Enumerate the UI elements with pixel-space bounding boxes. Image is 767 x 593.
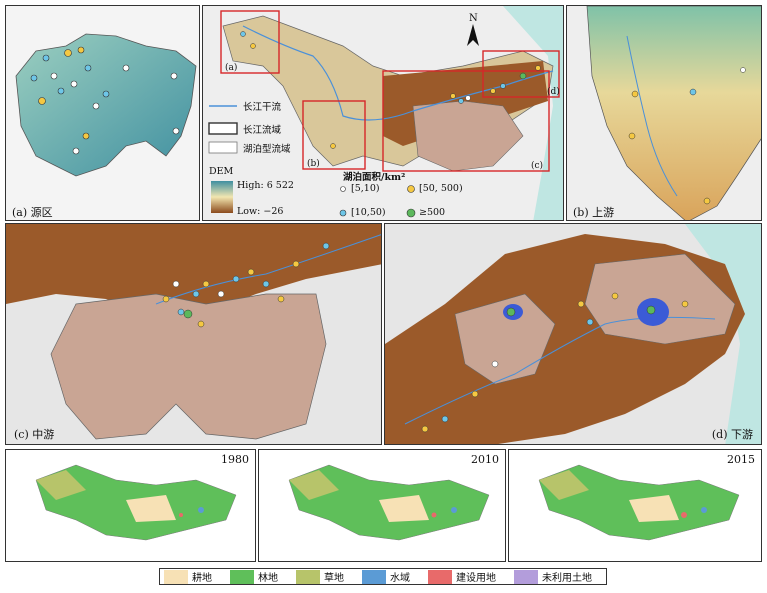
lake-markers [30,46,180,155]
legend-lake-basin: 湖泊型流域 [243,144,291,155]
forest-swatch [230,569,254,584]
builtup-swatch [428,569,452,584]
legend-basin: 长江流域 [243,125,282,136]
panel-overview: (a) (b) (c) (d) N 长江干流 长江流域 湖泊型流域 DEM Hi… [202,5,564,221]
lake-class-huge: ≥500 [419,207,446,218]
downstream-map [385,224,761,444]
inset-label-c: (c) [531,160,543,171]
landuse-legend: 耕地 林地 草地 水域 建设用地 未利用土地 [159,568,607,585]
lake-legend-title: 湖泊面积/km² [343,172,406,183]
lake-class-medium-marker [339,209,347,217]
legend-dem-title: DEM [209,166,234,177]
lake-basin-swatch [208,141,238,154]
unused-label: 未利用土地 [542,573,592,584]
cropland-swatch [164,569,188,584]
year-label-1980: 1980 [221,453,249,466]
source-region-map [6,6,199,220]
panel-source-region: (a) 源区 [5,5,200,221]
panel-midstream: (c) 中游 [5,223,382,445]
inset-label-a: (a) [225,62,237,73]
legend-dem-high: High: 6 522 [237,180,294,191]
panel-downstream: (d) 下游 [384,223,762,445]
landuse-map-2010: 2010 [258,449,506,562]
inset-label-d: (d) [547,86,560,97]
legend-forest: 林地 [226,569,292,584]
north-label: N [469,13,478,24]
lake-class-small-marker [340,186,346,192]
legend-builtup: 建设用地 [424,569,510,584]
builtup-label: 建设用地 [456,573,496,584]
panel-a-label: (a) 源区 [12,206,53,219]
legend-grassland: 草地 [292,569,358,584]
midstream-map [6,224,381,444]
dem-color-ramp [211,181,233,213]
legend-dem-low: Low: −26 [237,206,284,217]
inset-label-b: (b) [307,158,320,169]
grassland-swatch [296,569,320,584]
year-label-2010: 2010 [471,453,499,466]
grassland-label: 草地 [324,573,344,584]
panel-c-label: (c) 中游 [14,428,55,441]
legend-cropland: 耕地 [160,569,226,584]
lake-class-large-marker [407,185,415,193]
cropland-label: 耕地 [192,573,212,584]
lake-class-small: [5,10) [351,183,380,194]
upstream-map [567,6,761,220]
lake-class-medium: [10,50) [351,207,386,218]
year-label-2015: 2015 [727,453,755,466]
panel-d-label: (d) 下游 [711,428,753,441]
legend-unused: 未利用土地 [510,569,606,584]
legend-mainstream: 长江干流 [243,102,282,113]
overview-map: (a) (b) (c) (d) N [203,6,563,220]
water-label: 水域 [390,573,410,584]
lake-class-huge-marker [406,208,416,218]
lake-class-large: [50, 500) [419,183,463,194]
basin-swatch [208,122,238,135]
landuse-map-1980: 1980 [5,449,256,562]
forest-label: 林地 [258,573,278,584]
legend-water: 水域 [358,569,424,584]
panel-upstream: (b) 上游 [566,5,762,221]
north-arrow-icon: N [467,13,479,46]
panel-b-label: (b) 上游 [573,206,615,219]
water-swatch [362,569,386,584]
unused-swatch [514,569,538,584]
landuse-map-2015: 2015 [508,449,762,562]
